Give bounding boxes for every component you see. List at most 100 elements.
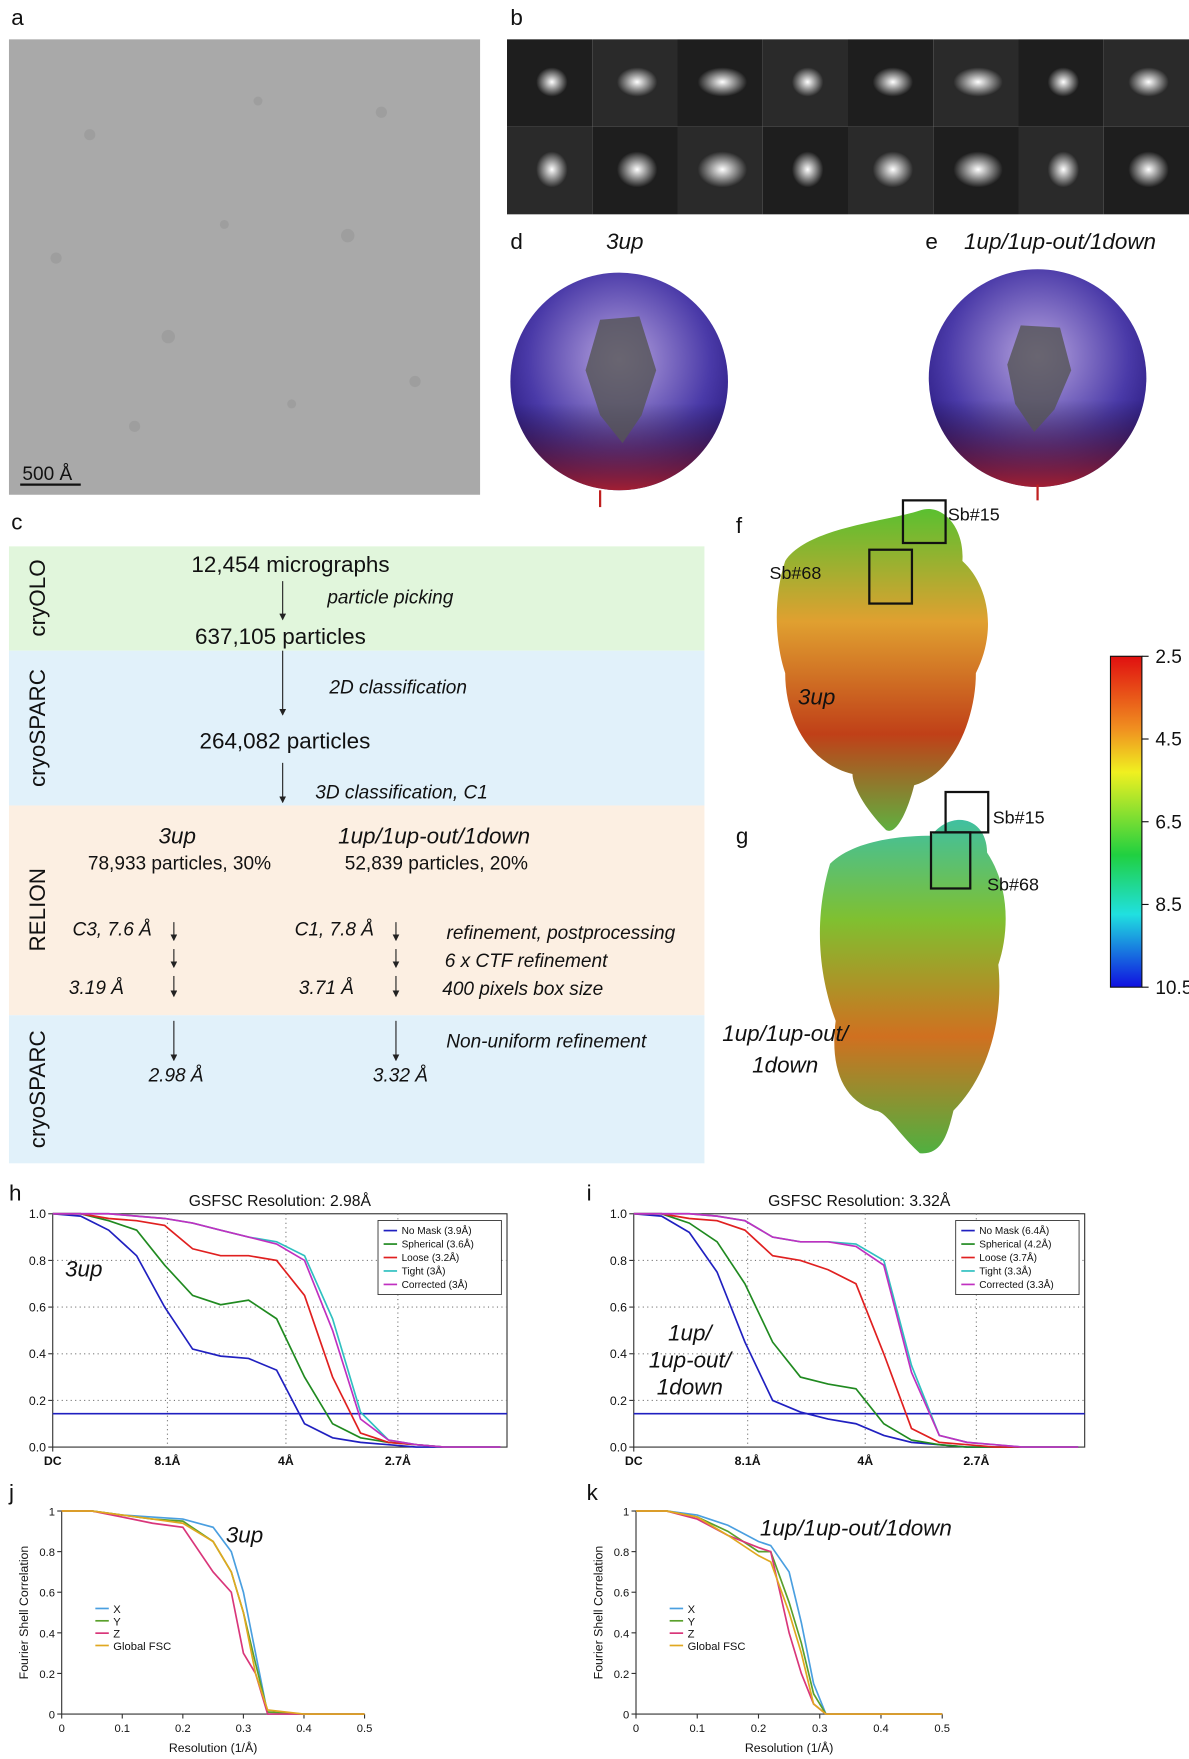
stage-box	[8, 1015, 705, 1164]
map-label: Sb#68	[987, 875, 1039, 895]
map-label: Sb#68	[769, 563, 821, 583]
colorbar-label: 10.5	[1155, 978, 1189, 999]
y-axis-label: Fourier Shell Correlation	[17, 1546, 31, 1680]
x-tick-label: 0.5	[357, 1723, 373, 1735]
chart-annotation: 1up/1up-out/1down	[760, 1516, 952, 1541]
legend-box	[377, 1220, 502, 1295]
x-tick-label: 8.1Å	[735, 1453, 761, 1468]
stage-label: RELION	[25, 868, 50, 951]
step-note: refinement, postprocessing	[447, 923, 676, 944]
micrograph	[8, 39, 481, 495]
panel-label: k	[587, 1480, 599, 1505]
class-particle	[872, 151, 914, 188]
colorbar-label: 4.5	[1155, 730, 1181, 751]
y-tick-label: 0.6	[39, 1588, 55, 1600]
map-title: 1down	[752, 1052, 818, 1077]
y-tick-label: 0.8	[29, 1254, 46, 1268]
panel-label: f	[736, 513, 743, 538]
panel-label: g	[736, 824, 748, 849]
x-tick-label: 0.1	[689, 1723, 705, 1735]
x-tick-label: DC	[44, 1454, 62, 1468]
legend-label: Spherical (4.2Å)	[979, 1237, 1051, 1250]
panel-label: e	[925, 229, 937, 254]
class-particle	[1047, 151, 1080, 188]
step: 3.71 Å	[299, 978, 354, 999]
step: C1, 7.8 Å	[295, 920, 374, 941]
y-tick-label: 0	[623, 1710, 629, 1722]
x-tick-label: 0.3	[236, 1723, 252, 1735]
chart-title: GSFSC Resolution: 3.32Å	[768, 1191, 951, 1210]
inset-box	[901, 499, 947, 545]
step: 637,105 particles	[195, 624, 366, 649]
stage-box	[8, 546, 705, 651]
colorbar-label: 6.5	[1155, 812, 1181, 833]
stage-box	[8, 650, 705, 806]
x-tick-label: 2.7Å	[385, 1453, 411, 1468]
y-tick-label: 0.8	[614, 1547, 630, 1559]
y-tick-label: 0.2	[614, 1669, 630, 1681]
legend-label: Global FSC	[113, 1641, 171, 1653]
inset-box	[929, 831, 972, 890]
step: C3, 7.6 Å	[72, 920, 151, 941]
y-axis-label: Fourier Shell Correlation	[591, 1546, 605, 1680]
class-particle	[953, 151, 1003, 188]
y-tick-label: 0.6	[614, 1588, 630, 1600]
charts: 0.0 0.2 0.4 0.6 0.8 1.0 DC 8.1Å 4Å 2.7Å GSFSC Reso…	[17, 1191, 1086, 1755]
panel-label: c	[11, 510, 22, 535]
class-particle	[616, 151, 658, 188]
y-tick-label: 0.6	[610, 1301, 627, 1315]
x-tick-label: 8.1Å	[154, 1453, 180, 1468]
legend-label: Spherical (3.6Å)	[402, 1237, 474, 1250]
step: 3.19 Å	[69, 978, 124, 999]
fsc-curve	[61, 1510, 365, 1715]
class-particle	[953, 67, 1003, 97]
step: 264,082 particles	[200, 728, 371, 753]
step-note: 3D classification, C1	[315, 783, 488, 804]
legend-label: Corrected (3Å)	[402, 1278, 468, 1291]
y-tick-label: 0.4	[39, 1628, 55, 1640]
x-tick-label: 4Å	[278, 1453, 294, 1468]
y-tick-label: 0.0	[29, 1441, 46, 1455]
panel-label: d	[510, 229, 522, 254]
legend-box	[955, 1220, 1080, 1295]
fsc-curve	[61, 1510, 365, 1715]
fsc-curve	[633, 1212, 1079, 1448]
x-tick-label: 0	[633, 1723, 639, 1735]
panel-label: h	[9, 1180, 21, 1205]
colorbar-label: 2.5	[1155, 647, 1181, 668]
class-particle	[697, 67, 748, 97]
class-particle	[536, 67, 568, 97]
y-tick-label: 0	[49, 1710, 55, 1722]
colorbar-label: 8.5	[1155, 895, 1181, 916]
x-tick-label: 4Å	[857, 1453, 873, 1468]
panel-title: 3up	[606, 229, 643, 254]
inset-box	[868, 548, 914, 605]
y-tick-label: 0.4	[610, 1347, 627, 1361]
legend-label: No Mask (3.9Å)	[402, 1224, 472, 1237]
y-tick-label: 0.2	[610, 1394, 627, 1408]
y-tick-label: 0.0	[610, 1441, 627, 1455]
stage-label: cryoSPARC	[25, 669, 50, 787]
class-particle	[536, 151, 568, 188]
panel-label: b	[510, 5, 522, 30]
chart-annotation: 1down	[657, 1374, 723, 1399]
x-tick-label: 0.1	[114, 1723, 130, 1735]
panel-label: a	[11, 5, 24, 30]
scale-bar-label: 500 Å	[22, 464, 72, 485]
fsc-curve	[52, 1212, 501, 1448]
y-tick-label: 0.6	[29, 1301, 46, 1315]
stage-label: cryoSPARC	[25, 1030, 50, 1148]
chart-annotation: 3up	[65, 1257, 102, 1282]
step-note: particle picking	[326, 588, 453, 609]
x-tick-label: 2.7Å	[963, 1453, 989, 1468]
step: 2.98 Å	[148, 1065, 204, 1086]
map-label: Sb#15	[948, 505, 1000, 525]
colorbar	[1109, 655, 1143, 988]
class-particle	[872, 67, 914, 97]
legend-label: Loose (3.2Å)	[402, 1251, 460, 1264]
chart-annotation: 3up	[226, 1522, 263, 1547]
x-axis-label: Resolution (1/Å)	[169, 1740, 257, 1755]
step: 12,454 micrographs	[191, 552, 389, 577]
step: 52,839 particles, 20%	[345, 853, 528, 874]
